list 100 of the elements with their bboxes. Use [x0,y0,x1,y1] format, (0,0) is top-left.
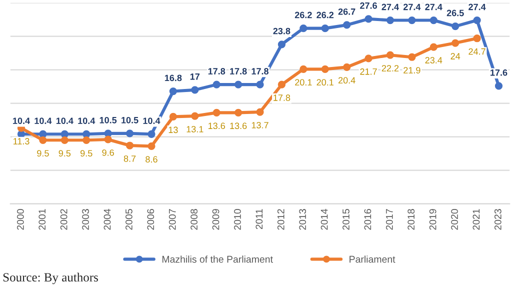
data-label: 24 [450,53,460,60]
point [148,142,156,150]
data-label: 20.1 [295,79,312,86]
point [256,108,264,116]
data-label: 13 [168,126,178,134]
point [82,130,90,138]
data-label: 13.7 [252,122,268,128]
point [82,136,90,144]
point [39,136,47,144]
data-label: 10.4 [56,118,74,124]
data-label: 27.4 [403,4,421,10]
data-label: 17.6 [490,69,508,76]
data-label: 13.6 [230,122,247,130]
x-tick-label: 2001 [38,209,46,230]
source-note: Source: By authors [3,272,98,284]
data-label: 17 [190,74,200,80]
data-label: 11.3 [13,138,30,144]
x-tick-label: 2020 [451,209,458,230]
x-tick-label: 2000 [16,209,24,230]
point [191,86,199,94]
x-tick-label: 2012 [277,209,284,230]
point [169,112,177,121]
point [364,15,372,23]
data-label: 27.4 [425,4,442,10]
x-tick-label: 2005 [126,209,132,230]
x-tick-label: 2008 [190,209,198,230]
x-tick-label: 2016 [364,209,372,230]
data-label: 9.5 [80,150,92,157]
point [39,130,47,138]
data-label: 27.6 [360,2,377,9]
x-tick-label: 2007 [168,209,176,230]
data-label: 23.8 [273,28,290,34]
data-label: 17.8 [274,94,290,101]
x-tick-label: 2018 [408,209,415,230]
point [430,43,438,51]
data-label: 8.6 [146,156,158,163]
data-label: 17.8 [230,68,247,74]
data-label: 10.5 [100,116,117,124]
x-tick-label: 2015 [342,209,350,230]
point [104,136,112,144]
data-label: 20.4 [338,77,356,84]
point [321,24,329,32]
point [191,112,199,120]
point [386,51,394,59]
point [148,130,156,138]
data-label: 16.8 [164,74,182,82]
data-label: 26.2 [294,12,312,18]
x-tick-label: 2003 [82,209,89,230]
point [343,63,351,71]
legend-label: Parliament [350,256,396,263]
x-tick-label: 2014 [320,208,328,230]
data-label: 26.5 [446,10,464,16]
x-tick-label: 2010 [234,209,241,230]
point [473,16,481,24]
data-label: 26.7 [338,8,356,15]
data-label: 27.4 [382,4,399,10]
data-label: 21.9 [404,67,420,74]
data-label: 26.2 [316,12,334,18]
data-label: 8.7 [124,155,136,162]
data-label: 21.7 [360,68,377,75]
point [278,40,286,48]
point [256,80,264,88]
data-label: 24.7 [468,48,486,55]
point [234,80,242,88]
x-tick-label: 2006 [147,209,154,230]
x-tick-label: 2021 [472,209,480,230]
point [494,82,503,90]
point [60,136,68,144]
point [473,34,481,42]
point [343,21,351,29]
point [452,22,460,30]
point [364,54,372,62]
point [212,108,220,117]
point [212,80,220,88]
point [126,130,134,138]
data-label: 17.8 [252,68,269,74]
point [300,65,308,73]
point [234,108,242,117]
x-tick-label: 2017 [386,209,393,230]
point [321,65,329,73]
data-label: 9.5 [37,150,49,157]
x-tick-label: 2019 [429,209,436,230]
point [408,16,416,24]
x-tick-label: 2011 [256,209,263,230]
data-label: 9.6 [102,149,114,156]
x-tick-label: 2009 [212,209,220,230]
x-tick-label: 2023 [494,209,502,230]
data-label: 13.1 [186,126,204,132]
data-label: 22.2 [382,65,399,72]
data-label: 9.5 [58,150,71,157]
point [126,142,134,150]
data-label: 10.4 [13,118,30,124]
data-label: 20.1 [316,79,334,86]
data-label: 13.6 [208,122,225,130]
data-label: 10.4 [34,118,52,124]
point [408,53,416,61]
point [60,130,68,138]
data-label: 23.4 [425,57,442,64]
legend-label: Mazhilis of the Parliament [162,256,273,263]
data-label: 17.8 [208,68,226,74]
